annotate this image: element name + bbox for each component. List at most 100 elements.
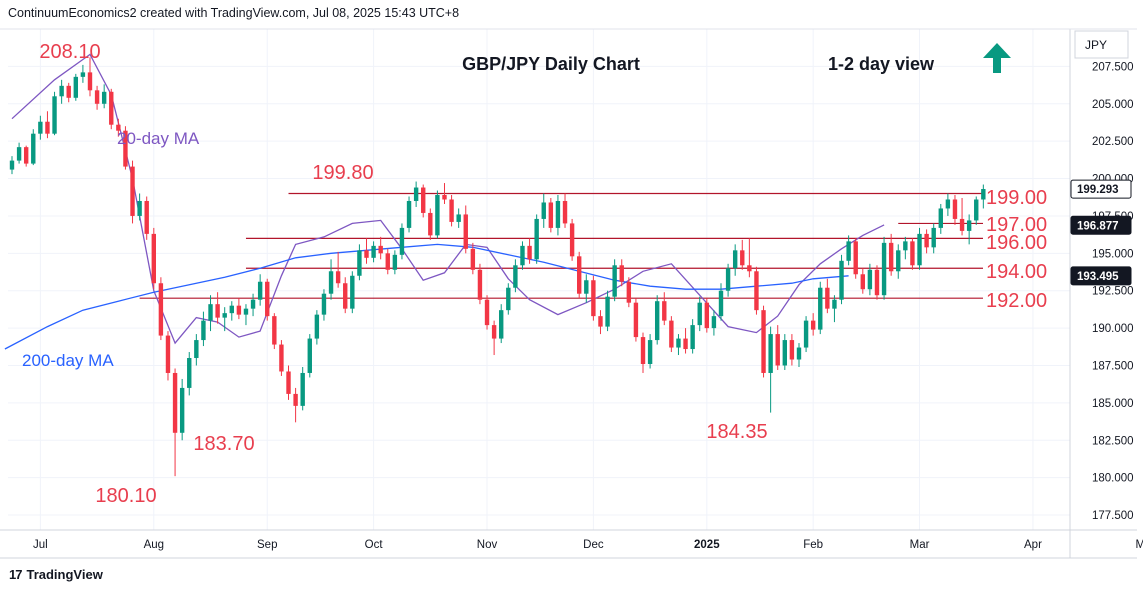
price-axis[interactable]: JPY — [1074, 30, 1129, 59]
candle-body — [534, 218, 539, 260]
candle-body — [633, 302, 639, 338]
candle-body — [640, 337, 646, 364]
candle-body — [94, 90, 100, 104]
candle-body — [442, 195, 447, 200]
candle-body — [867, 269, 873, 290]
y-tick-label: 202.500 — [1092, 136, 1134, 148]
candle-body — [456, 214, 461, 222]
candle-body — [839, 260, 844, 300]
currency-label: JPY — [1085, 38, 1107, 52]
x-tick-label: Sep — [257, 539, 277, 551]
level-label-192: 192.00 — [986, 290, 1047, 312]
candle-body — [541, 202, 546, 219]
y-tick-label: 177.500 — [1092, 510, 1134, 522]
level-label-199: 199.00 — [986, 187, 1047, 209]
y-tick-label: 182.500 — [1092, 435, 1134, 447]
price-badge — [1070, 179, 1132, 199]
candle-body — [924, 233, 929, 248]
candle-body — [676, 338, 681, 348]
y-tick-label: 195.000 — [1092, 248, 1134, 260]
candle-body — [506, 287, 511, 311]
candle-body — [38, 121, 43, 134]
candle-body — [569, 223, 575, 257]
candle-body — [711, 316, 717, 329]
candle-body — [846, 241, 851, 261]
candle-body — [818, 287, 823, 330]
candle-body — [428, 212, 433, 236]
candle-body — [222, 313, 227, 318]
price-badge-label: 193.495 — [1077, 271, 1119, 283]
candle-body — [718, 290, 724, 317]
candle-body — [16, 147, 22, 161]
candle-body — [555, 200, 561, 228]
candle-body — [158, 283, 164, 336]
candle-body — [662, 301, 667, 321]
candle-body — [293, 393, 298, 406]
candle-body — [236, 305, 242, 315]
candle-body — [109, 91, 114, 125]
trough-label-183: 183.70 — [193, 433, 254, 455]
candle-body — [165, 335, 171, 373]
trough-label-184: 184.35 — [706, 421, 767, 443]
candle-body — [952, 199, 958, 219]
currency-box — [1074, 30, 1129, 59]
x-tick-label: Aug — [144, 539, 164, 551]
candle-body — [23, 147, 29, 164]
candle-body — [31, 133, 36, 164]
candle-body — [782, 340, 788, 366]
candle-body — [328, 271, 334, 294]
price-badge — [1070, 215, 1132, 235]
x-tick-label: Oct — [365, 539, 384, 551]
candle-body — [548, 202, 554, 228]
candlesticks — [9, 57, 986, 477]
candle-body — [357, 250, 362, 276]
candle-body — [321, 293, 327, 315]
candle-body — [619, 265, 624, 282]
candle-body — [896, 250, 901, 272]
candle-body — [463, 214, 468, 249]
candle-body — [584, 280, 589, 294]
candle-body — [286, 371, 291, 394]
level-label-194: 194.00 — [986, 261, 1047, 283]
candle-body — [172, 372, 178, 433]
tradingview-brand: TradingView — [26, 567, 103, 582]
candle-body — [669, 320, 674, 348]
candle-body — [45, 121, 50, 134]
candle-body — [151, 233, 156, 284]
candle-body — [364, 250, 369, 258]
candle-body — [491, 325, 497, 339]
candle-body — [87, 72, 93, 91]
ma20-line — [11, 53, 885, 345]
candle-body — [123, 130, 128, 167]
candle-body — [966, 220, 972, 231]
candle-body — [250, 299, 256, 309]
candle-body — [229, 305, 234, 314]
candle-body — [683, 338, 688, 350]
candle-body — [385, 253, 390, 270]
candle-body — [343, 283, 348, 309]
candle-body — [399, 227, 405, 255]
candle-body — [577, 256, 582, 294]
y-tick-label: 207.500 — [1092, 61, 1134, 73]
candle-body — [704, 302, 710, 329]
candle-body — [257, 281, 263, 300]
candle-body — [144, 200, 149, 234]
x-tick-label: Nov — [477, 539, 498, 551]
candle-body — [243, 308, 249, 315]
candle-body — [137, 200, 142, 216]
candle-body — [612, 265, 617, 297]
tradingview-footer[interactable]: 17 TradingView — [9, 567, 103, 582]
candle-body — [803, 320, 809, 348]
candle-body — [279, 344, 284, 372]
chart-title: GBP/JPY Daily Chart — [462, 54, 640, 74]
candle-body — [981, 189, 986, 200]
candle-body — [413, 187, 419, 201]
candle-body — [80, 72, 86, 77]
y-tick-label: 205.000 — [1092, 99, 1134, 111]
y-tick-label: 185.000 — [1092, 398, 1134, 410]
candle-body — [406, 200, 412, 228]
chart-subtitle: 1-2 day view — [828, 54, 935, 74]
candle-body — [66, 85, 71, 98]
candle-body — [208, 304, 213, 321]
